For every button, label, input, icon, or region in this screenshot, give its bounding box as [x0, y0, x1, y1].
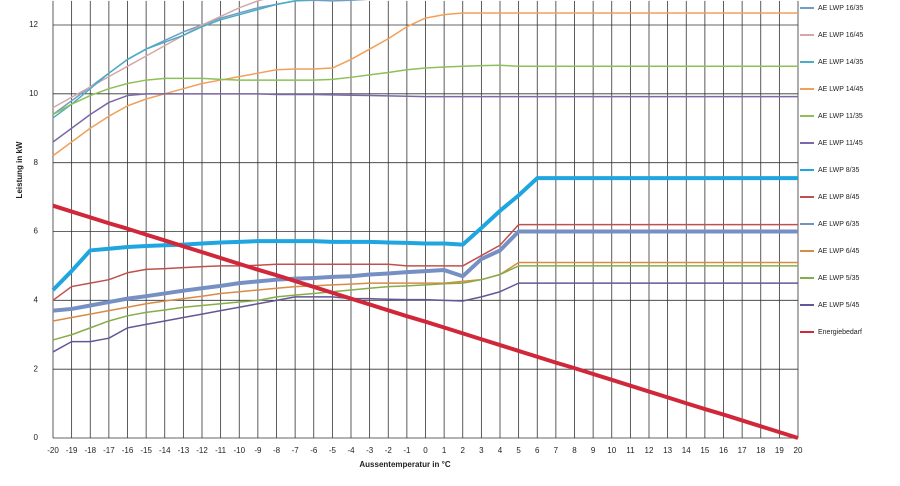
legend-label: Energiebedarf — [818, 329, 862, 336]
legend-label: AE LWP 14/35 — [818, 59, 863, 66]
x-tick-label: -8 — [273, 446, 281, 455]
series-line — [52, 265, 798, 341]
legend-label: AE LWP 8/35 — [818, 167, 859, 174]
x-tick-label: 10 — [607, 446, 616, 455]
x-tick-label: -12 — [196, 446, 208, 455]
x-tick-label: 19 — [775, 446, 784, 455]
x-tick-label: -10 — [233, 446, 245, 455]
legend-label: AE LWP 5/35 — [818, 275, 859, 282]
series-line — [52, 229, 798, 313]
plot-area — [51, 0, 799, 440]
series-line — [52, 64, 798, 116]
x-tick-label: 6 — [535, 446, 540, 455]
x-tick-label: -3 — [366, 446, 374, 455]
legend: AE LWP 16/35 AE LWP 16/45 AE LWP 14/35 AE L… — [800, 5, 863, 336]
series-line — [52, 93, 798, 143]
x-tick-label: -1 — [403, 446, 411, 455]
x-tick-label: -11 — [215, 446, 227, 455]
legend-label: AE LWP 5/45 — [818, 302, 859, 309]
y-tick-label: 8 — [34, 158, 39, 167]
series-line — [52, 282, 798, 353]
x-tick-label: -17 — [103, 446, 115, 455]
x-tick-label: 13 — [663, 446, 672, 455]
x-tick-label: -7 — [292, 446, 300, 455]
x-tick-label: -15 — [140, 446, 152, 455]
x-tick-label: 7 — [554, 446, 559, 455]
x-tick-label: 0 — [423, 446, 428, 455]
x-tick-label: 11 — [626, 446, 635, 455]
y-tick-label: 10 — [29, 89, 38, 98]
x-tick-label: -4 — [347, 446, 355, 455]
x-tick-label: -20 — [47, 446, 59, 455]
x-tick-label: -18 — [84, 446, 96, 455]
x-tick-label: 16 — [719, 446, 728, 455]
x-tick-label: 1 — [442, 446, 447, 455]
legend-label: AE LWP 6/35 — [818, 221, 859, 228]
x-tick-label: 14 — [682, 446, 691, 455]
x-tick-label: -2 — [385, 446, 393, 455]
series-line — [52, 0, 264, 109]
x-tick-label: -19 — [66, 446, 78, 455]
x-tick-label: 2 — [461, 446, 466, 455]
x-tick-label: -6 — [310, 446, 318, 455]
series-line — [52, 12, 798, 157]
x-tick-label: 5 — [516, 446, 521, 455]
x-tick-label: 17 — [738, 446, 747, 455]
series-line — [52, 0, 369, 116]
series-line — [52, 203, 799, 440]
y-tick-label: 4 — [34, 295, 39, 304]
legend-label: AE LWP 11/45 — [818, 140, 863, 147]
x-tick-label: -9 — [254, 446, 262, 455]
legend-label: AE LWP 14/45 — [818, 86, 863, 93]
series-line — [52, 223, 798, 301]
x-tick-label: -5 — [329, 446, 337, 455]
x-tick-label: -16 — [122, 446, 134, 455]
x-tick-label: 12 — [645, 446, 654, 455]
y-tick-label: 2 — [34, 364, 39, 373]
series-line — [52, 261, 798, 322]
legend-label: AE LWP 16/45 — [818, 32, 863, 39]
x-tick-label: -14 — [159, 446, 171, 455]
x-tick-label: 9 — [591, 446, 596, 455]
x-tick-label: 8 — [572, 446, 577, 455]
x-tick-label: 18 — [756, 446, 765, 455]
legend-label: AE LWP 11/35 — [818, 113, 863, 120]
x-axis-title: Aussentemperatur in °C — [359, 460, 450, 469]
x-tick-label: 3 — [479, 446, 484, 455]
x-tick-label: 15 — [700, 446, 709, 455]
y-tick-label: 0 — [34, 433, 39, 442]
legend-label: AE LWP 6/45 — [818, 248, 859, 255]
x-tick-label: 4 — [498, 446, 503, 455]
series-line — [52, 0, 314, 119]
x-tick-label: -13 — [178, 446, 190, 455]
x-tick-label: 20 — [794, 446, 803, 455]
legend-label: AE LWP 16/35 — [818, 5, 863, 12]
legend-label: AE LWP 8/45 — [818, 194, 859, 201]
y-axis-title: Leistung in kW — [15, 141, 24, 198]
y-tick-label: 12 — [29, 20, 38, 29]
y-tick-label: 6 — [34, 227, 39, 236]
